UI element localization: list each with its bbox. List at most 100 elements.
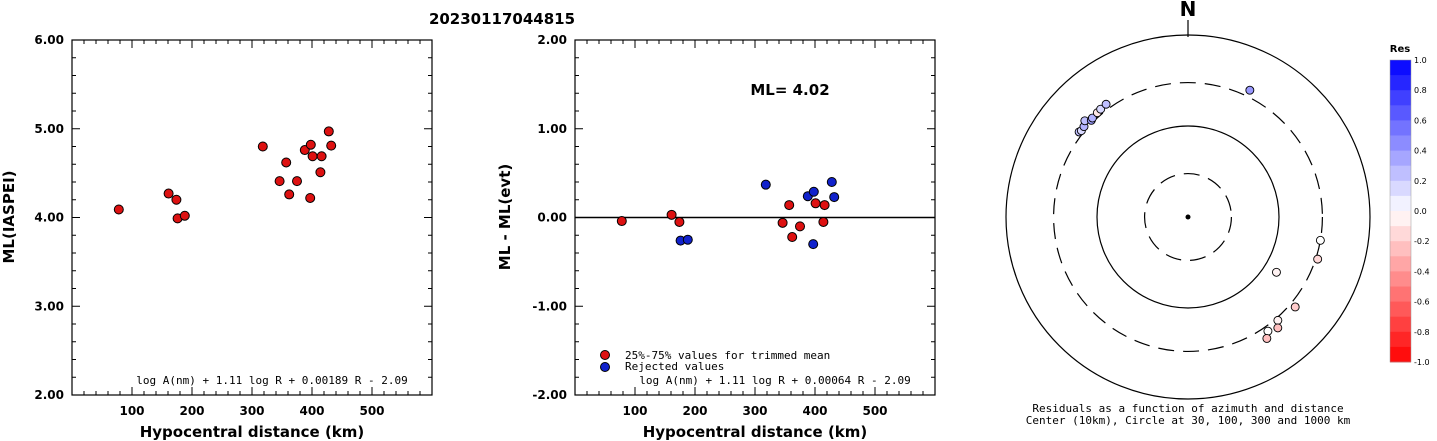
- data-point: [666, 209, 677, 220]
- colorbar-cell: [1390, 165, 1411, 182]
- x-axis-label: Hypocentral distance (km): [643, 423, 868, 441]
- data-point: [795, 221, 805, 232]
- colorbar-cell: [1390, 301, 1411, 318]
- center-dot: [1185, 214, 1191, 220]
- colorbar-outline: [1389, 59, 1412, 363]
- colorbar-cell: [1390, 90, 1411, 106]
- range-ring-30km: [1143, 172, 1233, 262]
- colorbar-cell: [1390, 120, 1411, 136]
- y-axis-label: ML(IASPEI): [0, 170, 18, 263]
- y-tick-label: 1.00: [537, 122, 567, 136]
- data-point: [274, 176, 285, 187]
- station-point: [1245, 85, 1255, 95]
- data-point: [163, 188, 174, 199]
- legend-marker-trimmed: [600, 350, 610, 360]
- x-tick-label: 400: [299, 404, 324, 418]
- data-point: [316, 151, 327, 162]
- colorbar-label: 0.0: [1414, 207, 1427, 216]
- colorbar-cell: [1390, 346, 1411, 363]
- data-point: [787, 232, 798, 243]
- data-point: [171, 194, 182, 205]
- points-group: [1074, 85, 1325, 343]
- data-point: [292, 176, 302, 187]
- x-tick-label: 400: [802, 404, 827, 418]
- azimuth-residual-panel: N Residuals as a function of azimuth and…: [1005, 0, 1371, 427]
- data-point: [674, 216, 685, 227]
- colorbar-cell: [1390, 75, 1411, 91]
- data-point: [315, 167, 326, 178]
- colorbar-label: -0.6: [1414, 298, 1430, 307]
- colorbar-cell: [1390, 180, 1411, 197]
- ml-distance-panel: 100 200 300 400 500 2.00 3.00 4.00 5.00 6.00 log …: [0, 33, 433, 441]
- station-point: [1315, 235, 1325, 245]
- station-point: [1271, 267, 1281, 277]
- station-point: [1313, 254, 1323, 264]
- station-point: [1273, 323, 1283, 333]
- colorbar-label: 0.6: [1414, 116, 1427, 125]
- data-point: [829, 192, 840, 203]
- x-tick-label: 300: [239, 404, 264, 418]
- data-point: [113, 204, 124, 215]
- data-point: [818, 216, 829, 227]
- station-point: [1273, 315, 1283, 325]
- rings-group: [1005, 34, 1371, 400]
- colorbar-cell: [1390, 60, 1411, 76]
- x-tick-label: 500: [359, 404, 384, 418]
- x-tick-label: 300: [742, 404, 767, 418]
- data-point: [810, 198, 821, 209]
- colorbar-cell: [1390, 135, 1411, 151]
- y-tick-label: 6.00: [34, 33, 64, 47]
- station-point: [1290, 302, 1300, 312]
- data-point: [819, 200, 830, 211]
- colorbar-label: 0.8: [1414, 86, 1427, 95]
- range-ring-300km: [1052, 81, 1324, 353]
- north-label: N: [1180, 0, 1197, 21]
- x-tick-label: 500: [862, 404, 887, 418]
- residual-distance-panel: 100 200 300 400 500 -2.00 -1.00 0.00 1.00 2.00 ML…: [496, 33, 936, 441]
- tick-group: 100 200 300 400 500 2.00 3.00 4.00 5.00 6.00: [34, 33, 432, 418]
- data-point: [323, 126, 334, 137]
- range-ring-1000km: [1005, 34, 1371, 400]
- colorbar-label: -0.4: [1414, 267, 1430, 276]
- data-point: [826, 177, 837, 187]
- tick-group: 100 200 300 400 500 -2.00 -1.00 0.00 1.00 2.00: [532, 33, 935, 418]
- station-point: [1263, 326, 1273, 336]
- y-tick-label: 4.00: [34, 211, 64, 225]
- y-tick-label: 2.00: [537, 33, 567, 47]
- colorbar-label: 0.2: [1414, 177, 1427, 186]
- colorbar-cells: [1389, 59, 1412, 363]
- colorbar-cell: [1390, 256, 1411, 272]
- legend-marker-rejected: [600, 362, 610, 372]
- formula-label: log A(nm) + 1.11 log R + 0.00189 R - 2.0…: [136, 374, 408, 387]
- x-tick-label: 200: [179, 404, 204, 418]
- data-point: [307, 151, 318, 162]
- x-tick-label: 100: [119, 404, 144, 418]
- x-axis-label: Hypocentral distance (km): [140, 423, 365, 441]
- points-group: [113, 126, 337, 224]
- y-tick-label: -1.00: [532, 299, 567, 313]
- colorbar-cell: [1390, 241, 1411, 257]
- colorbar-cell: [1390, 226, 1411, 242]
- y-tick-label: 0.00: [537, 211, 567, 225]
- points-group: [616, 177, 840, 250]
- colorbar-labels: 1.0 0.8 0.6 0.4 0.2 0.0 -0.2 -0.4 -0.6 -0.8 -1.0: [1414, 56, 1430, 367]
- data-point: [257, 141, 268, 152]
- data-point: [616, 216, 627, 227]
- legend-label-rejected: Rejected values: [625, 360, 724, 373]
- colorbar-cell: [1390, 211, 1411, 227]
- legend-label-trimmed: 25%-75% values for trimmed mean: [625, 349, 830, 362]
- colorbar-label: 0.4: [1414, 147, 1427, 156]
- x-tick-label: 100: [622, 404, 647, 418]
- y-tick-label: -2.00: [532, 388, 567, 402]
- residual-colorbar: Res 1.0 0.8 0.6 0.4 0.2 0.0 -0.2 -0.4 -0.6 -0.8 -1…: [1389, 44, 1430, 367]
- data-point: [305, 139, 316, 150]
- data-point: [682, 234, 693, 245]
- colorbar-title: Res: [1390, 44, 1410, 55]
- colorbar-label: -0.2: [1414, 237, 1430, 246]
- data-point: [777, 217, 788, 228]
- y-axis-label: ML - ML(evt): [496, 164, 514, 270]
- station-point: [1101, 99, 1111, 109]
- x-tick-label: 200: [682, 404, 707, 418]
- data-point: [305, 192, 316, 203]
